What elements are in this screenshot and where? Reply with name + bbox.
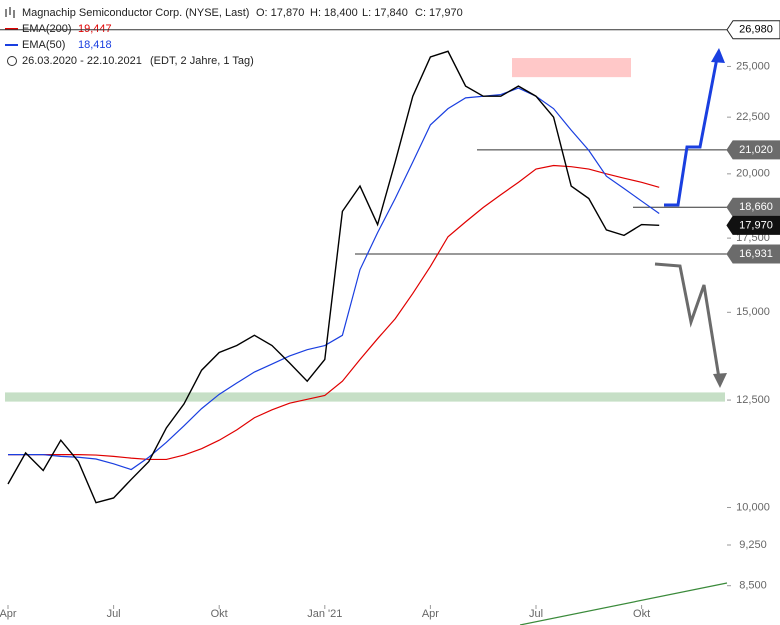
- level-label: 26,980: [739, 24, 773, 36]
- level-box: [726, 244, 780, 264]
- y-tick-label: 10,000: [736, 501, 770, 513]
- x-tick-label: Jul: [107, 608, 121, 620]
- level-label: 16,931: [739, 248, 773, 260]
- x-tick-label: Apr: [422, 608, 439, 620]
- y-tick-label: 9,250: [739, 539, 767, 551]
- zone: [512, 58, 631, 78]
- level-box: [726, 140, 780, 160]
- x-tick-label: Apr: [0, 608, 17, 620]
- title: Magnachip Semiconductor Corp. (NYSE, Las…: [22, 7, 249, 19]
- legend-value: 19,447: [78, 23, 112, 35]
- y-tick-label: 12,500: [736, 394, 770, 406]
- x-tick-label: Jan '21: [307, 608, 342, 620]
- axis: 8,500 9,250 10,000 12,500 15,000 17,500 20,000…: [0, 20, 780, 620]
- level-label: 21,020: [739, 144, 773, 156]
- open: O: 17,870: [256, 7, 304, 19]
- low: L: 17,840: [362, 7, 408, 19]
- y-tick-label: 8,500: [739, 580, 767, 592]
- level-box: [726, 197, 780, 217]
- ema-line: [8, 164, 660, 461]
- up-arrow-head: [711, 48, 725, 63]
- legend-name: EMA(200): [22, 23, 72, 35]
- legend-value: 18,418: [78, 39, 112, 51]
- x-tick-label: Okt: [633, 608, 650, 620]
- x-tick-label: Jul: [529, 608, 543, 620]
- plot: [0, 29, 727, 504]
- high: H: 18,400: [310, 7, 358, 19]
- ema-line: [8, 87, 660, 471]
- drawings: [519, 48, 728, 625]
- clock-icon: [7, 56, 17, 66]
- down-arrow: [654, 262, 721, 379]
- bars-icon: [5, 7, 15, 18]
- level-label: 18,660: [739, 201, 773, 213]
- level-label: 17,970: [739, 219, 773, 231]
- y-tick-label: 15,000: [736, 306, 770, 318]
- y-tick-label: 25,000: [736, 60, 770, 72]
- trendline: [519, 582, 728, 625]
- level-box: [726, 215, 780, 235]
- price-line: [7, 50, 660, 504]
- down-arrow-head: [713, 373, 727, 388]
- y-tick-label: 17,500: [736, 232, 770, 244]
- date-range: 26.03.2020 - 22.10.2021: [22, 55, 142, 67]
- level-box: [726, 20, 780, 40]
- close: C: 17,970: [415, 7, 463, 19]
- up-arrow: [664, 57, 719, 207]
- y-tick-label: 20,000: [736, 168, 770, 180]
- legend-name: EMA(50): [22, 39, 65, 51]
- header: Magnachip Semiconductor Corp. (NYSE, Las…: [5, 7, 463, 67]
- y-tick-label: 22,500: [736, 111, 770, 123]
- zone: [5, 392, 725, 402]
- range-info: (EDT, 2 Jahre, 1 Tag): [150, 55, 254, 67]
- x-tick-label: Okt: [211, 608, 228, 620]
